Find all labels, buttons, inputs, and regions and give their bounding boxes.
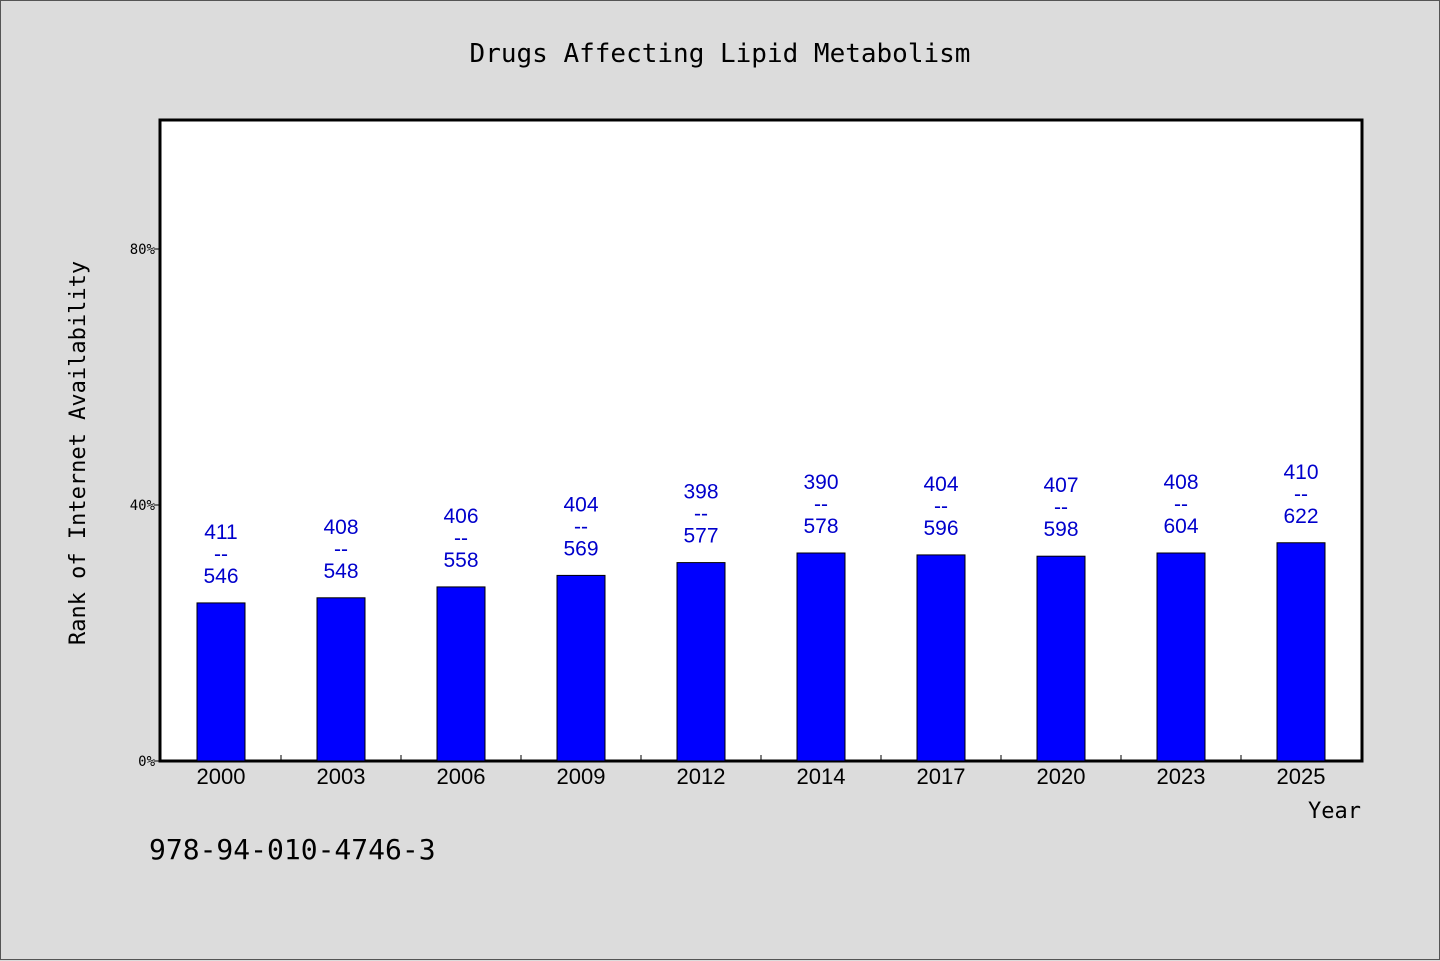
bar xyxy=(556,574,606,762)
data-label-sep: -- xyxy=(454,527,468,550)
data-label-sep: -- xyxy=(1054,496,1068,519)
data-label-top: 406 xyxy=(443,505,478,528)
data-label-top: 408 xyxy=(1163,471,1198,494)
data-label-sep: -- xyxy=(694,503,708,526)
chart-title: Drugs Affecting Lipid Metabolism xyxy=(470,39,971,69)
x-tick-label: 2014 xyxy=(797,764,846,789)
data-label-sep: -- xyxy=(814,493,828,516)
bar xyxy=(1156,552,1206,762)
x-axis-label: Year xyxy=(1308,799,1361,824)
bar xyxy=(196,602,246,762)
data-label-top: 410 xyxy=(1283,461,1318,484)
x-tick-label: 2003 xyxy=(317,764,366,789)
data-label-top: 404 xyxy=(923,473,958,496)
data-label-top: 404 xyxy=(563,493,598,516)
data-label-bottom: 598 xyxy=(1043,518,1078,541)
data-label-top: 390 xyxy=(803,471,838,494)
y-tick-label: 40% xyxy=(130,498,156,514)
x-tick-label: 2025 xyxy=(1277,764,1326,789)
data-label-top: 398 xyxy=(683,481,718,504)
bar xyxy=(436,586,486,762)
data-labels: 546--411548--408558--406569--404577--398… xyxy=(203,461,1318,588)
data-label-bottom: 596 xyxy=(923,517,958,540)
bar xyxy=(1036,555,1086,762)
data-label-top: 407 xyxy=(1043,474,1078,497)
x-tick-label: 2020 xyxy=(1037,764,1086,789)
bar xyxy=(316,597,366,762)
x-tick-label: 2000 xyxy=(197,764,246,789)
x-tick-label: 2023 xyxy=(1157,764,1206,789)
y-tick-label: 0% xyxy=(138,754,155,770)
isbn-footer: 978-94-010-4746-3 xyxy=(149,833,436,866)
data-label-sep: -- xyxy=(934,495,948,518)
data-label-bottom: 569 xyxy=(563,537,598,560)
data-label-top: 408 xyxy=(323,516,358,539)
x-tick-label: 2009 xyxy=(557,764,606,789)
y-tick-label: 80% xyxy=(130,242,156,258)
data-label-bottom: 577 xyxy=(683,525,718,548)
data-label-sep: -- xyxy=(334,538,348,561)
bar xyxy=(676,562,726,762)
data-label-bottom: 622 xyxy=(1283,505,1318,528)
x-tick-label: 2006 xyxy=(437,764,486,789)
data-label-bottom: 558 xyxy=(443,549,478,572)
x-axis: 2000 2003 2006 2009 2012 2014 2017 2020 2023 2025 xyxy=(197,755,1326,789)
data-label-bottom: 548 xyxy=(323,560,358,583)
data-label-bottom: 604 xyxy=(1163,515,1198,538)
bar xyxy=(1276,542,1326,762)
y-axis: 0% 40% 80% xyxy=(130,242,160,770)
bars xyxy=(196,542,1326,762)
data-label-sep: -- xyxy=(574,515,588,538)
y-axis-label: Rank of Internet Availability xyxy=(66,261,91,645)
x-tick-label: 2012 xyxy=(677,764,726,789)
data-label-sep: -- xyxy=(1174,493,1188,516)
bar xyxy=(916,554,966,762)
data-label-sep: -- xyxy=(214,543,228,566)
data-label-bottom: 578 xyxy=(803,515,838,538)
data-label-top: 411 xyxy=(204,521,237,544)
data-label-sep: -- xyxy=(1294,483,1308,506)
x-tick-label: 2017 xyxy=(917,764,966,789)
bar xyxy=(796,552,846,762)
data-label-bottom: 546 xyxy=(203,565,238,588)
